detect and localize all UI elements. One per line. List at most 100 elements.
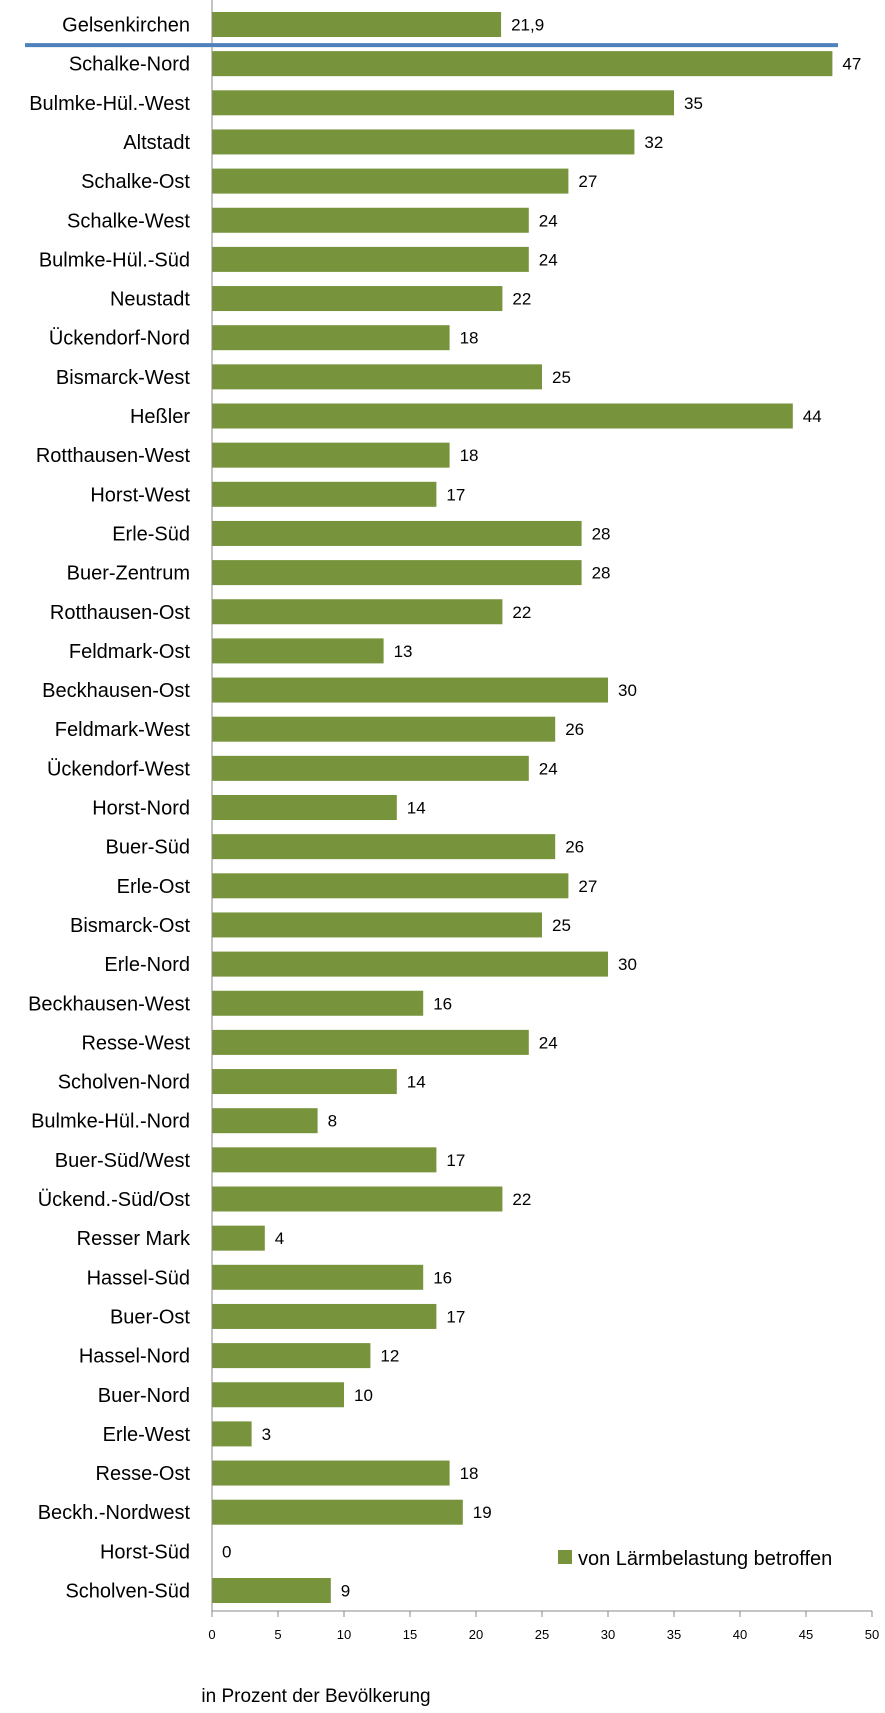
value-label-14: 28 — [592, 564, 611, 583]
bar-12 — [212, 481, 437, 507]
value-label-32: 16 — [433, 1268, 452, 1287]
category-label-5: Schalke-West — [67, 210, 190, 232]
bar-21 — [212, 834, 556, 860]
bar-16 — [212, 638, 384, 664]
x-tick-label-4: 20 — [469, 1627, 483, 1642]
category-label-37: Resse-Ost — [96, 1463, 191, 1485]
x-tick-label-9: 45 — [799, 1627, 813, 1642]
value-label-24: 30 — [618, 955, 637, 974]
bar-36 — [212, 1421, 252, 1447]
category-label-2: Bulmke-Hül.-West — [29, 93, 190, 115]
x-tick-label-8: 40 — [733, 1627, 747, 1642]
bar-34 — [212, 1343, 371, 1369]
value-label-15: 22 — [512, 603, 531, 622]
bar-17 — [212, 677, 608, 703]
value-label-29: 17 — [446, 1151, 465, 1170]
category-label-27: Scholven-Nord — [58, 1072, 190, 1094]
value-label-17: 30 — [618, 681, 637, 700]
bar-3 — [212, 129, 635, 155]
category-label-21: Buer-Süd — [106, 837, 191, 859]
value-label-1: 47 — [842, 55, 861, 74]
x-axis-title: in Prozent der Bevölkerung — [201, 1686, 430, 1707]
category-label-6: Bulmke-Hül.-Süd — [39, 249, 190, 271]
category-label-19: Ückendorf-West — [47, 758, 190, 780]
value-label-4: 27 — [578, 172, 597, 191]
bar-7 — [212, 286, 503, 312]
x-tick-label-0: 0 — [208, 1627, 215, 1642]
value-label-9: 25 — [552, 368, 571, 387]
category-label-1: Schalke-Nord — [69, 54, 190, 76]
category-label-16: Feldmark-Ost — [69, 641, 191, 663]
value-label-13: 28 — [592, 524, 611, 543]
category-label-32: Hassel-Süd — [87, 1267, 190, 1289]
bar-26 — [212, 1029, 529, 1055]
bar-10 — [212, 403, 793, 429]
bar-15 — [212, 599, 503, 625]
value-label-30: 22 — [512, 1190, 531, 1209]
bar-9 — [212, 364, 542, 390]
value-label-22: 27 — [578, 877, 597, 896]
category-label-28: Bulmke-Hül.-Nord — [31, 1111, 190, 1133]
value-label-26: 24 — [539, 1033, 558, 1052]
bar-14 — [212, 560, 582, 586]
value-label-27: 14 — [407, 1073, 426, 1092]
value-label-21: 26 — [565, 838, 584, 857]
category-label-17: Beckhausen-Ost — [42, 680, 190, 702]
value-label-8: 18 — [460, 329, 479, 348]
value-label-0: 21,9 — [511, 16, 544, 35]
category-label-12: Horst-West — [90, 484, 190, 506]
bar-38 — [212, 1499, 463, 1525]
bar-23 — [212, 912, 542, 938]
bar-0 — [212, 12, 502, 37]
bar-28 — [212, 1108, 318, 1134]
category-label-7: Neustadt — [110, 289, 190, 311]
bar-40 — [212, 1578, 331, 1603]
bar-27 — [212, 1069, 397, 1095]
category-label-3: Altstadt — [123, 132, 190, 154]
category-label-24: Erle-Nord — [104, 954, 190, 976]
category-label-31: Resser Mark — [77, 1228, 191, 1250]
labels-layer: Gelsenkirchen 21,9 Schalke-Nord 47 Bulmke-Hü… — [28, 15, 861, 1603]
bar-32 — [212, 1264, 424, 1290]
bar-8 — [212, 325, 450, 351]
value-label-5: 24 — [539, 211, 558, 230]
bar-31 — [212, 1225, 265, 1251]
bar-22 — [212, 873, 569, 899]
category-label-0: Gelsenkirchen — [62, 15, 190, 37]
value-label-10: 44 — [803, 407, 822, 426]
bar-2 — [212, 90, 674, 116]
value-label-39: 0 — [222, 1542, 231, 1561]
category-label-36: Erle-West — [103, 1424, 191, 1446]
value-label-28: 8 — [328, 1112, 337, 1131]
category-label-23: Bismarck-Ost — [70, 915, 190, 937]
bar-19 — [212, 755, 529, 781]
value-label-20: 14 — [407, 799, 426, 818]
x-tick-label-3: 15 — [403, 1627, 417, 1642]
bar-24 — [212, 951, 608, 977]
x-tick-label-1: 5 — [274, 1627, 281, 1642]
category-label-29: Buer-Süd/West — [55, 1150, 191, 1172]
bar-35 — [212, 1382, 344, 1408]
category-label-13: Erle-Süd — [112, 523, 190, 545]
bars-layer — [212, 12, 833, 1603]
category-label-40: Scholven-Süd — [65, 1581, 190, 1603]
x-tick-label-10: 50 — [865, 1627, 879, 1642]
value-label-16: 13 — [394, 642, 413, 661]
value-label-3: 32 — [644, 133, 663, 152]
value-label-6: 24 — [539, 250, 558, 269]
value-label-11: 18 — [460, 446, 479, 465]
category-label-30: Ückend.-Süd/Ost — [38, 1189, 191, 1211]
value-label-23: 25 — [552, 916, 571, 935]
category-label-14: Buer-Zentrum — [67, 563, 190, 585]
category-label-33: Buer-Ost — [110, 1306, 190, 1328]
value-label-37: 18 — [460, 1464, 479, 1483]
category-label-18: Feldmark-West — [55, 719, 191, 741]
bar-25 — [212, 990, 424, 1016]
bar-20 — [212, 795, 397, 820]
bar-5 — [212, 207, 529, 233]
bar-30 — [212, 1186, 503, 1212]
value-label-33: 17 — [446, 1307, 465, 1326]
x-tick-label-6: 30 — [601, 1627, 615, 1642]
x-tick-label-5: 25 — [535, 1627, 549, 1642]
